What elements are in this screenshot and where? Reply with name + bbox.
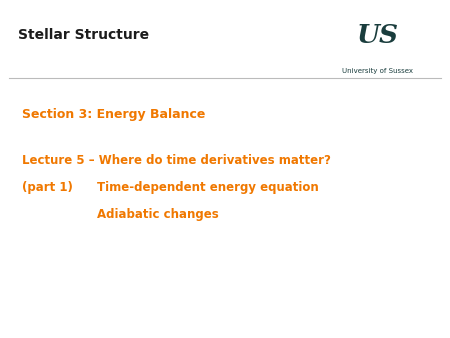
Text: (part 1): (part 1) — [22, 181, 73, 194]
Text: US: US — [357, 23, 399, 48]
Text: Lecture 5 – Where do time derivatives matter?: Lecture 5 – Where do time derivatives ma… — [22, 154, 331, 167]
Text: Time-dependent energy equation: Time-dependent energy equation — [97, 181, 319, 194]
Text: Stellar Structure: Stellar Structure — [18, 28, 149, 43]
Text: University of Sussex: University of Sussex — [342, 68, 414, 74]
Text: Adiabatic changes: Adiabatic changes — [97, 208, 219, 221]
Text: Section 3: Energy Balance: Section 3: Energy Balance — [22, 108, 206, 121]
